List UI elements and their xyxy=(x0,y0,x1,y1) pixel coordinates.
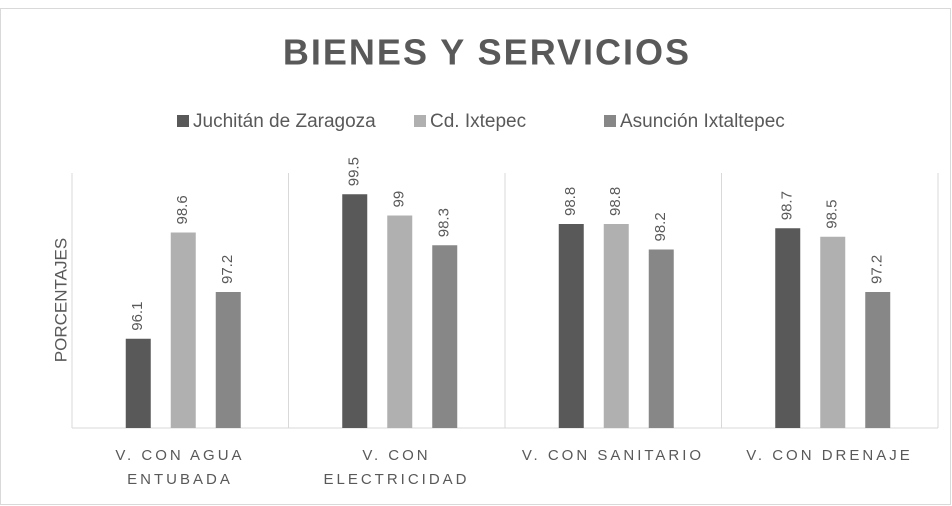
value-label: 97.2 xyxy=(219,255,236,284)
legend-swatch xyxy=(414,115,426,127)
x-tick-label: V. CON ELECTRICIDAD xyxy=(323,447,470,488)
chart-title: BIENES Y SERVICIOS xyxy=(283,32,691,73)
value-label: 98.8 xyxy=(562,187,579,216)
bar xyxy=(775,228,801,428)
y-axis-label: PORCENTAJES xyxy=(51,238,70,362)
bar xyxy=(558,224,584,428)
bar xyxy=(603,224,629,428)
bar xyxy=(432,245,458,428)
value-label: 98.6 xyxy=(174,195,191,224)
value-label: 99 xyxy=(391,191,408,208)
bar xyxy=(170,232,196,428)
bar xyxy=(648,249,674,428)
value-label: 98.5 xyxy=(824,200,841,229)
legend-label: Cd. Ixtepec xyxy=(430,111,526,132)
chart-frame xyxy=(0,8,951,505)
bar xyxy=(342,194,368,428)
bar xyxy=(820,236,846,428)
value-label: 98.3 xyxy=(436,208,453,237)
legend-swatch xyxy=(177,115,189,127)
value-label: 96.1 xyxy=(129,302,146,331)
bar xyxy=(215,292,241,428)
value-label: 98.7 xyxy=(779,191,796,220)
legend-label: Asunción Ixtaltepec xyxy=(620,111,785,132)
bar xyxy=(865,292,891,428)
x-tick-label: V. CON SANITARIO xyxy=(521,447,705,464)
value-label: 99.5 xyxy=(346,157,363,186)
legend-swatch xyxy=(604,115,616,127)
value-label: 97.2 xyxy=(869,255,886,284)
x-tick-label: V. CON DRENAJE xyxy=(746,447,913,464)
bar xyxy=(125,338,151,428)
value-label: 98.2 xyxy=(652,212,669,241)
x-tick-label: V. CON AGUA ENTUBADA xyxy=(115,447,245,488)
value-label: 98.8 xyxy=(607,187,624,216)
bar xyxy=(387,215,413,428)
legend-label: Juchitán de Zaragoza xyxy=(193,111,376,132)
